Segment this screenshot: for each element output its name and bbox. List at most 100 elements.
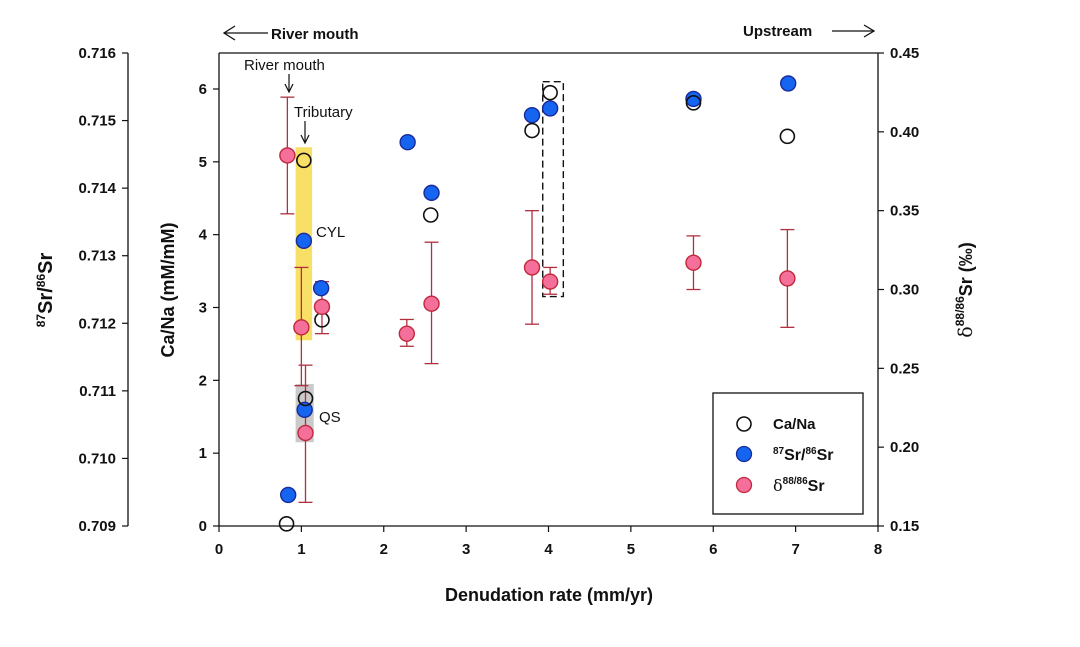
sr-ratio-mid: Sr/ — [35, 287, 57, 314]
delta-sr-point — [297, 424, 314, 442]
delta-sr-point — [398, 325, 416, 342]
sr-ratio-end: Sr — [35, 253, 57, 274]
sr-ratio-tick-label: 0.716 — [78, 45, 116, 62]
legend-sr-sup1: 87 — [773, 446, 785, 457]
ca-na-tick-label: 0 — [199, 518, 207, 535]
legend-marker-ca-na — [736, 416, 752, 432]
x-tick-label: 6 — [709, 541, 717, 558]
ca-na-tick-label: 4 — [199, 227, 208, 244]
qs-label: QS — [319, 409, 341, 426]
sr-ratio-point — [523, 106, 541, 124]
ca-na-tick-label: 5 — [199, 154, 207, 171]
legend-marker-delta-sr — [735, 476, 753, 494]
delta-sr-tick-label: 0.20 — [890, 439, 919, 456]
legend-label-sr-ratio: 87Sr/86Sr — [773, 446, 834, 464]
delta-sr-point — [293, 319, 310, 336]
river-mouth-direction: River mouth — [222, 25, 359, 43]
delta-sr-tick-label: 0.45 — [890, 45, 919, 62]
x-tick-label: 0 — [215, 541, 223, 558]
x-tick-label: 2 — [380, 541, 388, 558]
delta-sr-tick-label: 0.25 — [890, 360, 919, 377]
sr-ratio-point — [279, 486, 297, 504]
delta-sr-tick-label: 0.30 — [890, 282, 919, 299]
ca-na-axis-title: Ca/Na (mM/mM) — [158, 222, 178, 357]
delta-sr-axis-title: δ88/86Sr (‰) — [953, 242, 977, 337]
sr-ratio-point — [423, 184, 440, 202]
delta-sr-sup: 88/86 — [953, 296, 967, 326]
ca-na-point — [685, 95, 702, 111]
sr-ratio-tick-label: 0.713 — [78, 248, 116, 265]
ca-na-tick-label: 6 — [199, 81, 207, 98]
legend-sr-sup2: 86 — [805, 446, 817, 457]
x-tick-label: 5 — [627, 541, 635, 558]
delta-sr-point — [523, 259, 541, 276]
sr-ratio-point — [296, 401, 313, 418]
sr-ratio-axis-title: 87Sr/86Sr — [34, 253, 57, 328]
sr-ratio-point — [295, 232, 313, 250]
x-tick-label: 4 — [544, 541, 553, 558]
sr-ratio-tick-label: 0.714 — [78, 180, 116, 197]
ca-na-tick-label: 1 — [199, 445, 207, 462]
x-tick-label: 7 — [791, 541, 799, 558]
sr-ratio-tick-label: 0.715 — [78, 113, 116, 130]
x-tick-label: 1 — [297, 541, 305, 558]
sr-ratio-point — [780, 75, 797, 92]
right-arrow-head — [863, 24, 876, 38]
legend-sr-mid: Sr/ — [784, 447, 806, 464]
ca-na-point — [779, 128, 796, 145]
ca-na-point — [524, 122, 540, 139]
upstream-direction-label: Upstream — [743, 23, 812, 40]
river-mouth-annotation: River mouth — [244, 57, 325, 94]
sr-ratio-tick-label: 0.710 — [78, 450, 116, 467]
legend-sr-end: Sr — [817, 447, 834, 464]
sr-ratio-point — [399, 133, 416, 151]
ca-na-point — [422, 207, 439, 223]
sr-ratio-point — [685, 90, 702, 108]
river-mouth-annotation-label: River mouth — [244, 57, 325, 74]
ca-na-point — [278, 516, 295, 532]
delta-sr-point — [279, 147, 296, 164]
sr-ratio-point — [312, 279, 330, 297]
delta-sr-point — [423, 295, 440, 312]
x-tick-label: 3 — [462, 541, 470, 558]
upstream-direction: Upstream — [743, 23, 876, 40]
tributary-annotation-label: Tributary — [294, 104, 353, 121]
x-axis-title: Denudation rate (mm/yr) — [445, 585, 653, 605]
dashed-box — [542, 81, 565, 298]
delta-sr-point — [541, 273, 559, 290]
delta-sr-tick-label: 0.35 — [890, 203, 919, 220]
points-layer — [278, 75, 797, 532]
ca-na-tick-label: 3 — [199, 300, 207, 317]
sr-ratio-sup2: 86 — [34, 274, 48, 288]
cyl-label: CYL — [316, 224, 345, 241]
ca-na-point — [542, 84, 558, 101]
sr-ratio-tick-label: 0.709 — [78, 518, 116, 535]
legend: Ca/Na 87Sr/86Sr δ88/86Sr — [712, 392, 864, 515]
axes-layer: 0 1 2 3 4 5 6 7 8 0 1 2 3 4 5 6 0.709 0.710 0.711 0.712 0.71… — [78, 45, 919, 558]
sr-ratio-tick-label: 0.712 — [78, 315, 116, 332]
legend-delta-sup: 88/86 — [783, 476, 808, 487]
sr-ratio-sup1: 87 — [34, 314, 48, 328]
delta-sr-tick-label: 0.40 — [890, 124, 919, 141]
delta-sr-end: Sr (‰) — [956, 242, 976, 296]
sr-ratio-point — [541, 100, 559, 117]
delta-sr-point — [685, 254, 702, 271]
river-mouth-direction-label: River mouth — [271, 26, 359, 43]
x-tick-label: 8 — [874, 541, 882, 558]
delta-sr-point — [779, 270, 796, 287]
tributary-annotation: Tributary — [294, 104, 353, 145]
ca-na-point — [297, 390, 314, 407]
legend-label-delta-sr: δ88/86Sr — [773, 476, 825, 495]
delta-sr-point — [313, 298, 331, 316]
legend-delta-end: Sr — [808, 478, 825, 495]
river-mouth-arrow-head — [284, 83, 294, 94]
sr-ratio-tick-label: 0.711 — [79, 383, 116, 400]
legend-delta-symbol: δ — [773, 476, 783, 495]
tributary-arrow-head — [300, 134, 310, 145]
delta-symbol: δ — [955, 326, 977, 337]
left-arrow-head — [222, 25, 236, 41]
legend-marker-sr-ratio — [735, 445, 753, 463]
highlight-layer — [295, 81, 565, 443]
ca-na-tick-label: 2 — [199, 372, 207, 389]
